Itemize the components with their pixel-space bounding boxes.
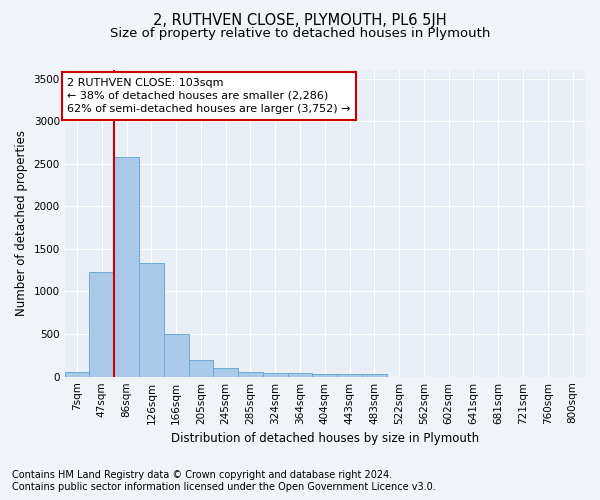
X-axis label: Distribution of detached houses by size in Plymouth: Distribution of detached houses by size … bbox=[171, 432, 479, 445]
Text: 2 RUTHVEN CLOSE: 103sqm
← 38% of detached houses are smaller (2,286)
62% of semi: 2 RUTHVEN CLOSE: 103sqm ← 38% of detache… bbox=[67, 78, 351, 114]
Bar bbox=[263, 373, 287, 376]
Bar bbox=[188, 360, 214, 376]
Bar bbox=[313, 374, 337, 376]
Bar bbox=[89, 272, 114, 376]
Bar bbox=[65, 372, 89, 376]
Text: 2, RUTHVEN CLOSE, PLYMOUTH, PL6 5JH: 2, RUTHVEN CLOSE, PLYMOUTH, PL6 5JH bbox=[153, 12, 447, 28]
Bar bbox=[362, 374, 387, 376]
Bar bbox=[287, 374, 313, 376]
Bar bbox=[238, 372, 263, 376]
Text: Contains public sector information licensed under the Open Government Licence v3: Contains public sector information licen… bbox=[12, 482, 436, 492]
Text: Size of property relative to detached houses in Plymouth: Size of property relative to detached ho… bbox=[110, 28, 490, 40]
Bar bbox=[114, 157, 139, 376]
Text: Contains HM Land Registry data © Crown copyright and database right 2024.: Contains HM Land Registry data © Crown c… bbox=[12, 470, 392, 480]
Y-axis label: Number of detached properties: Number of detached properties bbox=[15, 130, 28, 316]
Bar bbox=[337, 374, 362, 376]
Bar bbox=[139, 262, 164, 376]
Bar bbox=[214, 368, 238, 376]
Bar bbox=[164, 334, 188, 376]
